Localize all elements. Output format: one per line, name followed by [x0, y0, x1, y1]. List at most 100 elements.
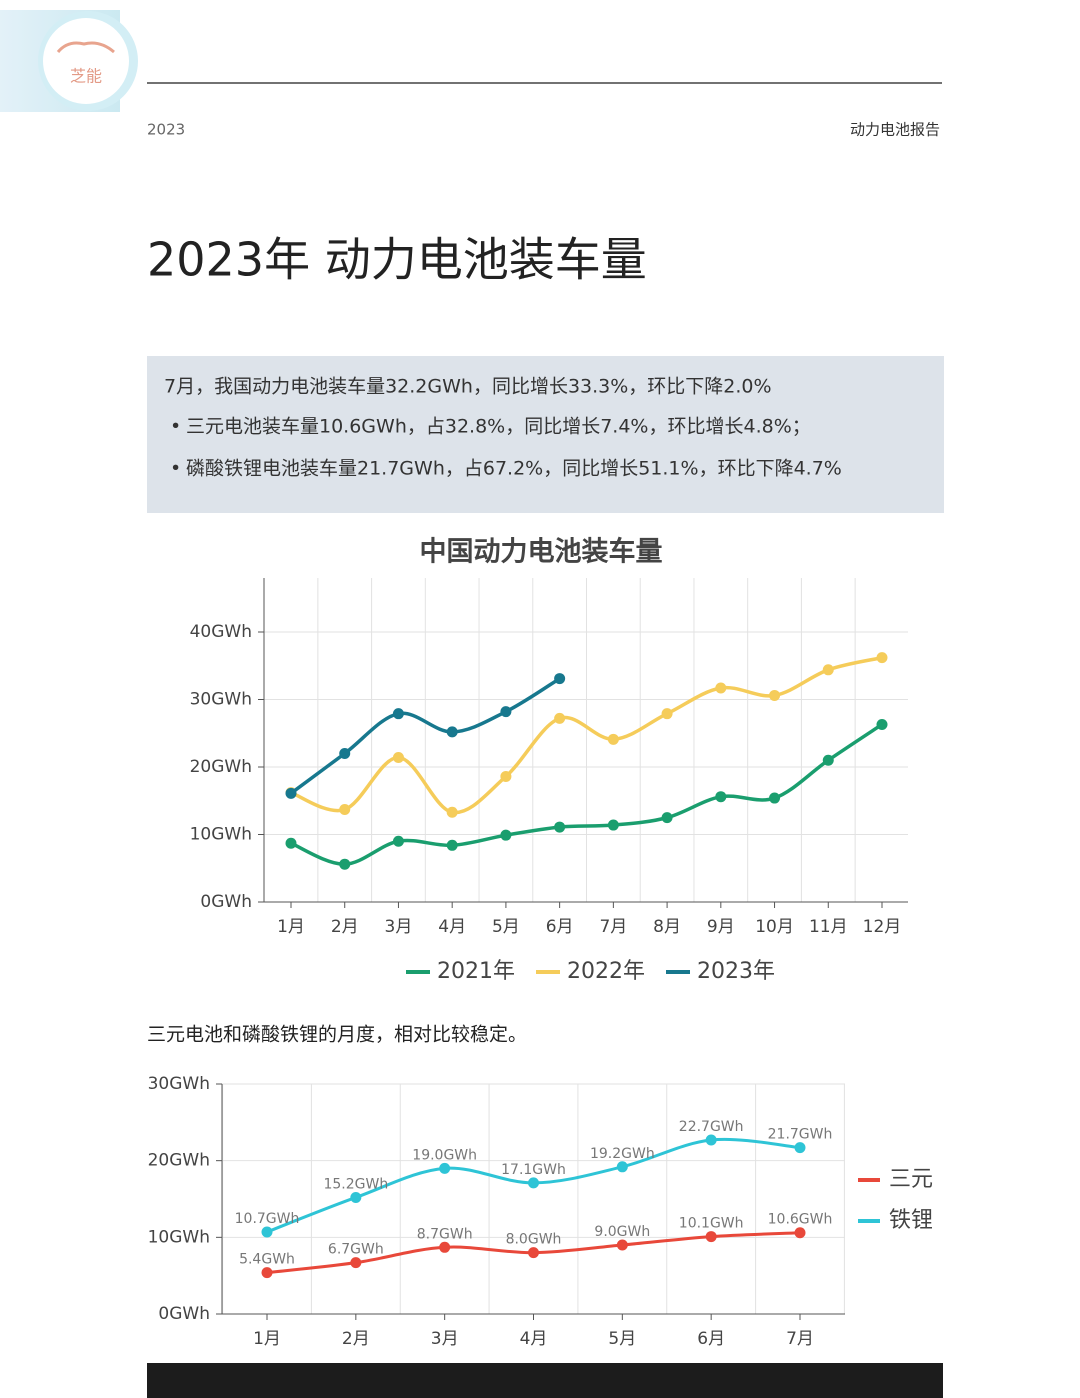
caption: 三元电池和磷酸铁锂的月度，相对比较稳定。 [147, 1024, 527, 1046]
data-label: 8.0GWh [506, 1232, 562, 1248]
data-point [822, 754, 834, 766]
x-tick-label: 8月 [653, 917, 681, 937]
data-point [616, 1239, 628, 1251]
bullet: • [170, 458, 181, 480]
data-point [339, 804, 351, 816]
x-tick-label: 2月 [331, 917, 359, 937]
y-tick-label: 10GWh [148, 1227, 210, 1247]
legend-label: 2021年 [437, 959, 515, 984]
legend-label: 铁锂 [889, 1208, 933, 1233]
data-point [261, 1226, 273, 1238]
data-point [616, 1161, 628, 1173]
data-label: 21.7GWh [768, 1127, 833, 1143]
x-tick-label: 4月 [438, 917, 466, 937]
data-point [607, 733, 619, 745]
data-point [705, 1134, 717, 1146]
header-year: 2023 [147, 121, 185, 139]
data-point [392, 752, 404, 764]
data-label: 19.2GWh [590, 1146, 655, 1162]
x-tick-label: 3月 [431, 1329, 459, 1349]
y-tick-label: 10GWh [190, 825, 252, 845]
data-point [500, 770, 512, 782]
data-point [794, 1227, 806, 1239]
footer-bar [147, 1363, 943, 1398]
x-tick-label: 3月 [385, 917, 413, 937]
x-tick-label: 12月 [863, 917, 902, 937]
data-point [554, 821, 566, 833]
x-tick-label: 9月 [707, 917, 735, 937]
summary-box [147, 356, 944, 513]
data-point [339, 858, 351, 870]
logo-circle [43, 18, 129, 104]
logo-car [56, 41, 115, 54]
data-point [350, 1191, 362, 1203]
data-label: 5.4GWh [239, 1252, 295, 1268]
page-title: 2023年 动力电池装车量 [147, 233, 647, 287]
data-point [715, 682, 727, 694]
x-tick-label: 1月 [253, 1329, 281, 1349]
data-label: 10.1GWh [679, 1216, 744, 1232]
x-tick-label: 7月 [599, 917, 627, 937]
data-point [769, 689, 781, 701]
legend-label: 2023年 [697, 959, 775, 984]
data-point [554, 673, 566, 685]
legend-label: 2022年 [567, 959, 645, 984]
logo-text: 芝能 [70, 67, 102, 86]
x-tick-label: 5月 [608, 1329, 636, 1349]
x-tick-label: 10月 [755, 917, 794, 937]
data-point [794, 1142, 806, 1154]
data-point [822, 664, 834, 676]
data-point [876, 718, 888, 730]
data-point [392, 708, 404, 720]
data-point [439, 1241, 451, 1253]
y-tick-label: 30GWh [190, 690, 252, 710]
data-point [439, 1162, 451, 1174]
x-tick-label: 1月 [277, 917, 305, 937]
y-tick-label: 20GWh [190, 757, 252, 777]
bullet: • [170, 416, 181, 438]
data-point [661, 812, 673, 824]
x-tick-label: 7月 [786, 1329, 814, 1349]
y-tick-label: 0GWh [200, 892, 252, 912]
x-tick-label: 5月 [492, 917, 520, 937]
legend-label: 三元 [889, 1167, 933, 1192]
data-point [446, 839, 458, 851]
data-point [661, 708, 673, 720]
y-tick-label: 20GWh [148, 1151, 210, 1171]
data-point [500, 706, 512, 718]
data-point [285, 837, 297, 849]
x-tick-label: 6月 [697, 1329, 725, 1349]
data-label: 10.6GWh [768, 1212, 833, 1228]
data-point [339, 748, 351, 759]
data-point [705, 1231, 717, 1243]
x-tick-label: 11月 [809, 917, 848, 937]
data-label: 10.7GWh [235, 1211, 300, 1227]
data-label: 22.7GWh [679, 1119, 744, 1135]
data-label: 17.1GWh [501, 1162, 566, 1178]
data-point [392, 835, 404, 847]
data-point [876, 652, 888, 664]
x-tick-label: 4月 [520, 1329, 548, 1349]
data-point [554, 712, 566, 724]
data-label: 8.7GWh [417, 1226, 473, 1242]
data-point [446, 726, 458, 738]
summary-line: 7月，我国动力电池装车量32.2GWh，同比增长33.3%，环比下降2.0% [164, 376, 772, 398]
data-point [285, 787, 297, 799]
y-tick-label: 40GWh [190, 622, 252, 642]
data-point [769, 792, 781, 804]
x-tick-label: 6月 [546, 917, 574, 937]
header-report: 动力电池报告 [850, 121, 940, 139]
data-point [261, 1267, 273, 1279]
data-point [607, 819, 619, 831]
data-label: 15.2GWh [323, 1176, 388, 1192]
data-label: 9.0GWh [594, 1224, 650, 1240]
y-tick-label: 0GWh [158, 1304, 210, 1324]
y-tick-label: 30GWh [148, 1074, 210, 1094]
summary-line: 磷酸铁锂电池装车量21.7GWh，占67.2%，同比增长51.1%，环比下降4.… [186, 458, 842, 480]
summary-line: 三元电池装车量10.6GWh，占32.8%，同比增长7.4%，环比增长4.8%； [186, 416, 811, 438]
x-tick-label: 2月 [342, 1329, 370, 1349]
chart-title: 中国动力电池装车量 [420, 536, 663, 568]
data-point [350, 1257, 362, 1269]
